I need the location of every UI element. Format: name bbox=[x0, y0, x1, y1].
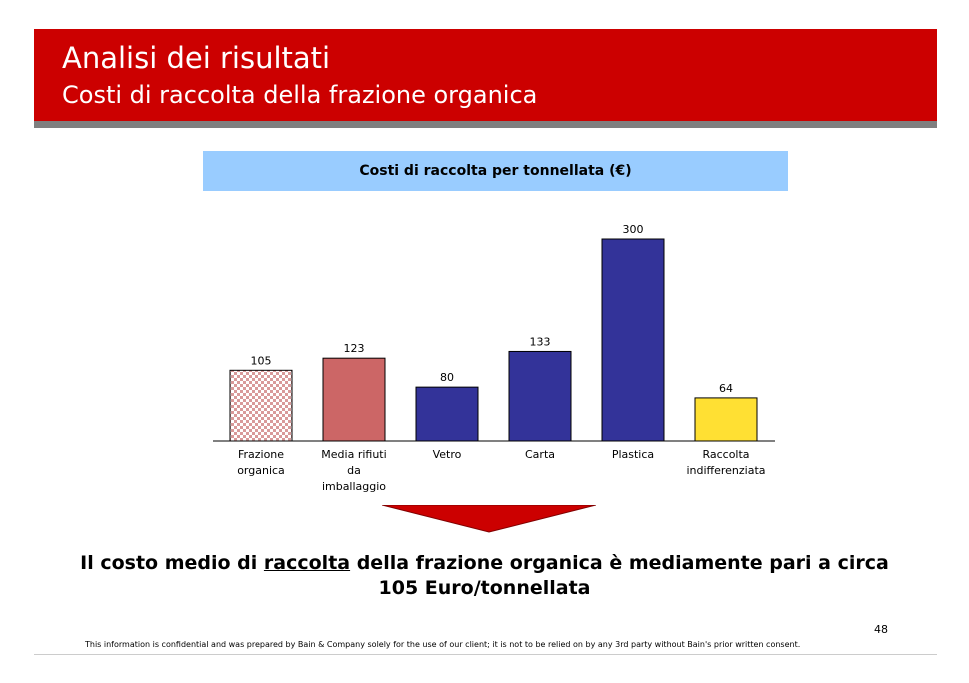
category-label-4: Plastica bbox=[612, 448, 654, 461]
data-label-3: 133 bbox=[530, 335, 551, 348]
conclusion-part2: della frazione organica è mediamente par… bbox=[350, 552, 889, 599]
category-label-2: Vetro bbox=[433, 448, 462, 461]
page-title: Analisi dei risultati bbox=[62, 41, 331, 75]
category-label-1: Media rifiuti da imballaggio bbox=[321, 448, 386, 493]
header-banner: Analisi dei risultati Costi di raccolta … bbox=[34, 29, 937, 121]
bar-1 bbox=[322, 357, 386, 442]
data-label-5: 64 bbox=[719, 382, 733, 395]
bar-0 bbox=[229, 369, 293, 442]
down-arrow-icon bbox=[382, 505, 596, 533]
chart-title-box: Costi di raccolta per tonnellata (€) bbox=[203, 151, 788, 191]
header-rule bbox=[34, 121, 937, 128]
footer-rule bbox=[34, 654, 937, 655]
data-label-4: 300 bbox=[623, 223, 644, 236]
bar-4 bbox=[601, 238, 665, 442]
data-label-0: 105 bbox=[251, 354, 272, 367]
chart-title: Costi di raccolta per tonnellata (€) bbox=[359, 163, 632, 179]
bar-3 bbox=[508, 350, 572, 442]
conclusion-underlined: raccolta bbox=[263, 552, 351, 574]
bar-5 bbox=[694, 397, 758, 442]
page-subtitle: Costi di raccolta della frazione organic… bbox=[62, 81, 538, 109]
confidentiality-footer: This information is confidential and was… bbox=[85, 640, 801, 649]
page-number: 48 bbox=[874, 623, 888, 636]
data-label-1: 123 bbox=[344, 342, 365, 355]
bar-2 bbox=[415, 386, 479, 442]
category-label-3: Carta bbox=[525, 448, 555, 461]
conclusion-part1: Il costo medio di bbox=[80, 552, 264, 574]
category-label-5: Raccolta indifferenziata bbox=[686, 448, 765, 477]
conclusion-text: Il costo medio di raccolta della frazion… bbox=[60, 551, 909, 601]
category-label-0: Frazione organica bbox=[237, 448, 285, 477]
data-label-2: 80 bbox=[440, 371, 454, 384]
